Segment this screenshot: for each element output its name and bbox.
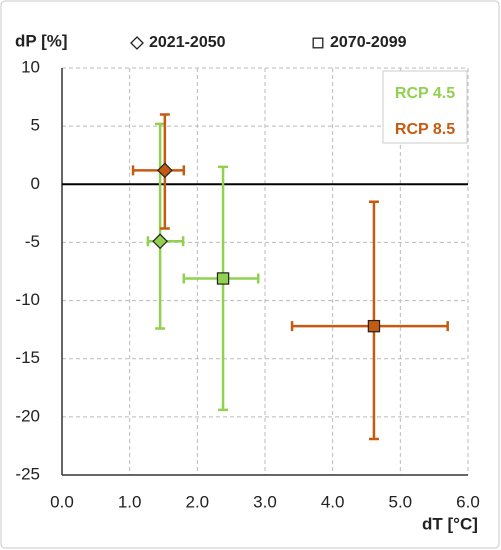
point bbox=[152, 233, 168, 250]
point bbox=[367, 319, 381, 333]
y-tick-label: 5 bbox=[31, 116, 40, 135]
point bbox=[216, 272, 230, 285]
y-tick-label: -5 bbox=[25, 232, 40, 251]
x-tick-label: 4.0 bbox=[321, 492, 345, 511]
legend-symbol bbox=[312, 37, 324, 49]
error-bar-y bbox=[155, 122, 166, 330]
error-bar-y bbox=[218, 165, 229, 412]
y-tick-label: -20 bbox=[15, 406, 40, 425]
y-tick-label: -10 bbox=[15, 290, 40, 309]
legend-label: RCP 8.5 bbox=[395, 121, 455, 138]
x-tick-label: 1.0 bbox=[118, 492, 142, 511]
x-tick-label: 0.0 bbox=[50, 492, 74, 511]
x-tick-label: 5.0 bbox=[389, 492, 413, 511]
legend-label: 2021-2050 bbox=[149, 34, 226, 51]
y-tick-label: -25 bbox=[15, 464, 40, 483]
y-axis-label: dP [%] bbox=[15, 31, 68, 50]
legend-symbol bbox=[130, 36, 144, 50]
point bbox=[157, 162, 173, 179]
x-axis-label: dT [°C] bbox=[422, 514, 478, 533]
y-tick-label: 10 bbox=[21, 57, 40, 76]
x-tick-label: 6.0 bbox=[456, 492, 480, 511]
x-tick-label: 3.0 bbox=[253, 492, 277, 511]
legend-label: 2070-2099 bbox=[330, 34, 407, 51]
x-tick-label: 2.0 bbox=[186, 492, 210, 511]
y-tick-label: -15 bbox=[15, 348, 40, 367]
legend-label: RCP 4.5 bbox=[395, 85, 455, 102]
legend-box bbox=[382, 70, 468, 144]
y-tick-label: 0 bbox=[31, 174, 40, 193]
